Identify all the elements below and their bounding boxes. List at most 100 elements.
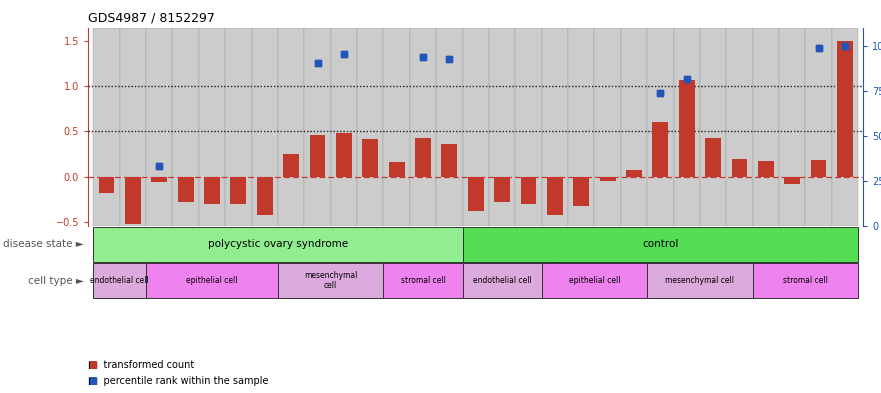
Bar: [784, 177, 800, 184]
Bar: [231, 177, 247, 204]
Bar: [257, 177, 273, 215]
Text: polycystic ovary syndrome: polycystic ovary syndrome: [208, 239, 348, 250]
Bar: [574, 177, 589, 206]
Bar: [173, 28, 199, 226]
Bar: [152, 177, 167, 182]
Text: ■: ■: [88, 376, 97, 386]
Bar: [758, 161, 774, 177]
Bar: [832, 28, 858, 226]
Bar: [204, 177, 220, 204]
Text: endothelial cell: endothelial cell: [91, 276, 149, 285]
Bar: [547, 177, 563, 215]
Bar: [336, 133, 352, 177]
Bar: [542, 28, 568, 226]
Bar: [330, 28, 357, 226]
Bar: [93, 28, 120, 226]
Bar: [468, 177, 484, 211]
Bar: [805, 28, 832, 226]
Text: mesenchymal cell: mesenchymal cell: [665, 276, 735, 285]
Bar: [726, 28, 752, 226]
Bar: [705, 138, 721, 177]
Bar: [415, 138, 431, 177]
Bar: [515, 28, 542, 226]
Bar: [389, 162, 404, 177]
Bar: [178, 177, 194, 202]
Bar: [837, 41, 853, 177]
Bar: [752, 28, 779, 226]
Bar: [542, 263, 648, 298]
Bar: [521, 177, 537, 204]
Bar: [653, 123, 669, 177]
Bar: [362, 139, 378, 177]
Bar: [415, 138, 431, 177]
Bar: [811, 160, 826, 177]
Bar: [146, 263, 278, 298]
Bar: [178, 177, 194, 202]
Bar: [600, 177, 616, 181]
Bar: [436, 28, 463, 226]
Bar: [626, 170, 642, 177]
Bar: [231, 177, 247, 204]
Bar: [547, 177, 563, 215]
Text: epithelial cell: epithelial cell: [568, 276, 620, 285]
Bar: [837, 41, 853, 177]
Bar: [463, 28, 489, 226]
Bar: [468, 177, 484, 211]
Bar: [648, 28, 673, 226]
Bar: [125, 177, 141, 224]
Bar: [204, 177, 220, 204]
Bar: [362, 139, 378, 177]
Bar: [93, 263, 146, 298]
Bar: [600, 177, 616, 181]
Text: ■  percentile rank within the sample: ■ percentile rank within the sample: [88, 376, 269, 386]
Bar: [120, 28, 146, 226]
Bar: [257, 177, 273, 215]
Bar: [283, 154, 299, 177]
Bar: [678, 80, 694, 177]
Bar: [383, 28, 410, 226]
Bar: [752, 263, 858, 298]
Bar: [283, 154, 299, 177]
Bar: [784, 177, 800, 184]
Bar: [700, 28, 726, 226]
Bar: [146, 28, 173, 226]
Bar: [309, 135, 325, 177]
Text: disease state ►: disease state ►: [3, 239, 84, 250]
Bar: [595, 28, 621, 226]
Bar: [673, 28, 700, 226]
Bar: [152, 177, 167, 182]
Bar: [731, 159, 747, 177]
Bar: [811, 160, 826, 177]
Bar: [621, 28, 648, 226]
Bar: [779, 28, 805, 226]
Bar: [410, 28, 436, 226]
Bar: [99, 177, 115, 193]
Bar: [489, 28, 515, 226]
Bar: [463, 227, 858, 262]
Text: ■  transformed count: ■ transformed count: [88, 360, 195, 371]
Text: epithelial cell: epithelial cell: [186, 276, 238, 285]
Bar: [521, 177, 537, 204]
Text: stromal cell: stromal cell: [783, 276, 828, 285]
Bar: [441, 144, 457, 177]
Bar: [99, 177, 115, 193]
Bar: [278, 28, 304, 226]
Bar: [226, 28, 252, 226]
Bar: [252, 28, 278, 226]
Bar: [678, 80, 694, 177]
Bar: [309, 135, 325, 177]
Text: ■: ■: [88, 360, 97, 371]
Text: control: control: [642, 239, 678, 250]
Bar: [441, 144, 457, 177]
Bar: [568, 28, 595, 226]
Bar: [574, 177, 589, 206]
Bar: [357, 28, 383, 226]
Bar: [463, 263, 542, 298]
Bar: [731, 159, 747, 177]
Bar: [336, 133, 352, 177]
Text: cell type ►: cell type ►: [28, 275, 84, 286]
Text: GDS4987 / 8152297: GDS4987 / 8152297: [88, 12, 215, 25]
Bar: [653, 123, 669, 177]
Bar: [389, 162, 404, 177]
Bar: [494, 177, 510, 202]
